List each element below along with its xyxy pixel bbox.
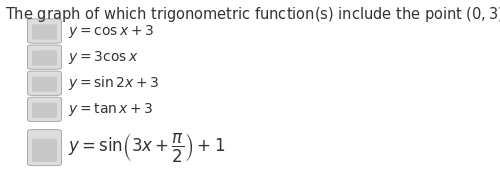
Text: The graph of which trigonometric function(s) include the point $(0,3)$? S: The graph of which trigonometric functio…: [5, 5, 500, 24]
FancyBboxPatch shape: [28, 71, 62, 95]
FancyBboxPatch shape: [32, 139, 57, 162]
FancyBboxPatch shape: [28, 45, 62, 69]
Text: $y = \sin\!\left(3x+\dfrac{\pi}{2}\right)+1$: $y = \sin\!\left(3x+\dfrac{\pi}{2}\right…: [68, 131, 224, 164]
FancyBboxPatch shape: [32, 103, 57, 118]
FancyBboxPatch shape: [32, 50, 57, 66]
FancyBboxPatch shape: [28, 97, 62, 122]
Text: $y = 3 \cos x$: $y = 3 \cos x$: [68, 49, 138, 66]
FancyBboxPatch shape: [28, 19, 62, 43]
FancyBboxPatch shape: [32, 24, 57, 40]
FancyBboxPatch shape: [28, 130, 62, 166]
Text: $y = \sin 2x + 3$: $y = \sin 2x + 3$: [68, 74, 159, 92]
Text: $y = \cos x + 3$: $y = \cos x + 3$: [68, 22, 154, 40]
FancyBboxPatch shape: [32, 76, 57, 92]
Text: $y = \tan x + 3$: $y = \tan x + 3$: [68, 101, 153, 118]
